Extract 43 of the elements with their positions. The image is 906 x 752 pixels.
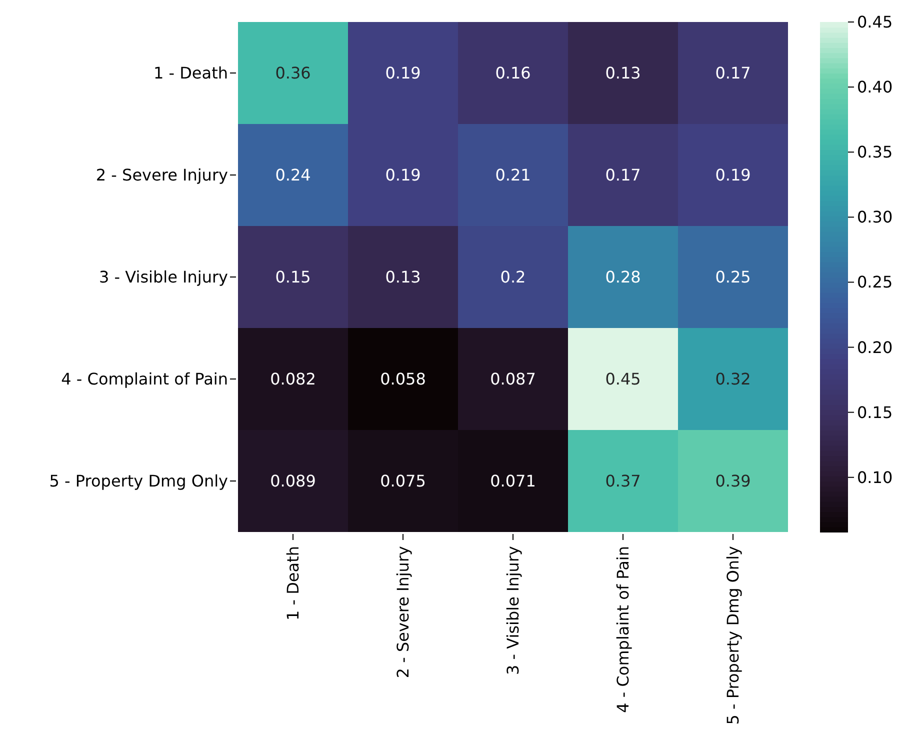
data-label: 0.075 <box>380 472 426 490</box>
data-label: 0.21 <box>495 166 531 184</box>
data-label: 0.2 <box>500 268 526 286</box>
data-label: 0.19 <box>385 64 421 82</box>
x-tick-label: 3 - Visible Injury <box>504 546 522 675</box>
data-label: 0.16 <box>495 64 531 82</box>
data-label: 0.13 <box>605 64 641 82</box>
data-label: 0.36 <box>275 64 311 82</box>
color-bar-label: 0.10 <box>857 468 893 487</box>
data-label: 0.45 <box>605 370 641 388</box>
color-bar-label: 0.20 <box>857 338 893 357</box>
data-label: 0.19 <box>385 166 421 184</box>
color-bar-label: 0.30 <box>857 208 893 227</box>
data-label: 0.37 <box>605 472 641 490</box>
data-label: 0.13 <box>385 268 421 286</box>
data-label: 0.15 <box>275 268 311 286</box>
y-tick-label: 3 - Visible Injury <box>99 268 228 286</box>
data-label: 0.17 <box>715 64 751 82</box>
x-tick-label: 2 - Severe Injury <box>394 546 412 678</box>
data-label: 0.082 <box>270 370 316 388</box>
data-label: 0.19 <box>715 166 751 184</box>
data-label: 0.28 <box>605 268 641 286</box>
x-tick-label: 5 - Property Dmg Only <box>724 546 742 725</box>
x-tick-label: 4 - Complaint of Pain <box>614 546 632 713</box>
color-bar-label: 0.15 <box>857 402 893 422</box>
data-label: 0.32 <box>715 370 751 388</box>
data-label: 0.17 <box>605 166 641 184</box>
data-label: 0.24 <box>275 166 311 184</box>
data-label: 0.25 <box>715 268 751 286</box>
data-label: 0.087 <box>490 370 536 388</box>
data-label: 0.058 <box>380 370 426 388</box>
x-tick-label: 1 - Death <box>284 546 302 621</box>
data-label: 0.089 <box>270 472 316 490</box>
data-label: 0.071 <box>490 472 536 490</box>
color-bar-label: 0.35 <box>857 142 893 162</box>
color-bar-label: 0.40 <box>857 78 893 97</box>
y-tick-label: 1 - Death <box>153 64 228 82</box>
y-tick-label: 2 - Severe Injury <box>96 166 228 184</box>
data-label: 0.39 <box>715 472 751 490</box>
y-tick-label: 5 - Property Dmg Only <box>49 472 228 490</box>
y-tick-label: 4 - Complaint of Pain <box>61 370 228 388</box>
color-bar-label: 0.45 <box>857 12 893 32</box>
color-bar-label: 0.25 <box>857 272 893 292</box>
